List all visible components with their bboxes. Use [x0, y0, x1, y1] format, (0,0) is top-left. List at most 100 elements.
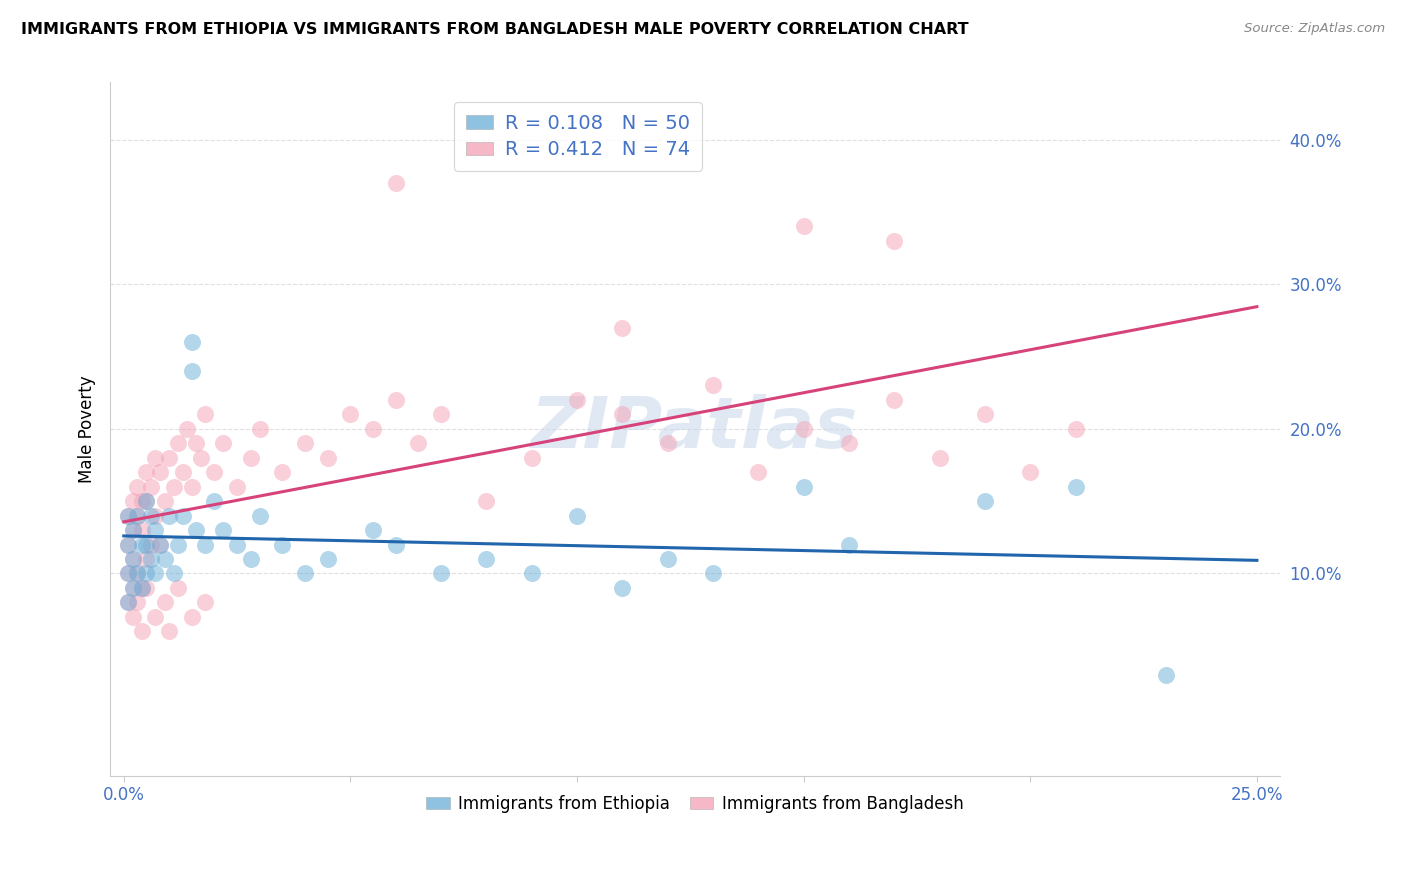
Point [135, 494, 157, 508]
Point [186, 436, 208, 450]
Point [612, 408, 634, 422]
Point [145, 450, 167, 465]
Point [190, 450, 212, 465]
Point [127, 566, 149, 581]
Point [194, 408, 217, 422]
Point [194, 537, 217, 551]
Text: Source: ZipAtlas.com: Source: ZipAtlas.com [1244, 22, 1385, 36]
Point [384, 537, 406, 551]
Point [1064, 422, 1087, 436]
Point [316, 552, 339, 566]
Point [212, 436, 235, 450]
Point [294, 436, 316, 450]
Point [793, 422, 815, 436]
Point [127, 508, 149, 523]
Point [135, 465, 157, 479]
Point [1064, 480, 1087, 494]
Point [135, 581, 157, 595]
Point [149, 465, 172, 479]
Point [145, 566, 167, 581]
Point [294, 566, 316, 581]
Point [361, 523, 384, 537]
Point [117, 595, 139, 609]
Point [475, 494, 498, 508]
Point [384, 176, 406, 190]
Point [149, 537, 172, 551]
Point [139, 480, 162, 494]
Point [131, 624, 153, 639]
Point [131, 523, 153, 537]
Point [408, 436, 430, 450]
Point [121, 609, 143, 624]
Point [974, 494, 997, 508]
Point [793, 219, 815, 234]
Point [226, 537, 249, 551]
Point [135, 566, 157, 581]
Point [153, 595, 176, 609]
Point [838, 537, 860, 551]
Point [117, 566, 139, 581]
Point [149, 537, 172, 551]
Point [384, 392, 406, 407]
Point [135, 494, 157, 508]
Point [135, 537, 157, 551]
Text: ZIPatlas: ZIPatlas [531, 394, 859, 463]
Point [145, 609, 167, 624]
Point [117, 537, 139, 551]
Y-axis label: Male Poverty: Male Poverty [79, 375, 96, 483]
Point [194, 595, 217, 609]
Point [162, 566, 184, 581]
Point [186, 523, 208, 537]
Point [172, 508, 194, 523]
Point [157, 450, 180, 465]
Point [657, 552, 679, 566]
Point [339, 408, 361, 422]
Point [180, 335, 202, 350]
Point [430, 408, 453, 422]
Point [271, 537, 294, 551]
Point [226, 480, 249, 494]
Point [131, 581, 153, 595]
Point [135, 552, 157, 566]
Point [180, 480, 202, 494]
Point [153, 494, 176, 508]
Legend: Immigrants from Ethiopia, Immigrants from Bangladesh: Immigrants from Ethiopia, Immigrants fro… [420, 789, 970, 820]
Point [145, 508, 167, 523]
Point [121, 494, 143, 508]
Point [139, 537, 162, 551]
Point [565, 508, 588, 523]
Point [176, 422, 198, 436]
Point [1019, 465, 1042, 479]
Point [838, 436, 860, 450]
Point [145, 523, 167, 537]
Point [121, 523, 143, 537]
Point [520, 450, 543, 465]
Point [131, 581, 153, 595]
Point [121, 523, 143, 537]
Point [657, 436, 679, 450]
Point [361, 422, 384, 436]
Point [167, 581, 190, 595]
Point [139, 552, 162, 566]
Point [162, 480, 184, 494]
Point [172, 465, 194, 479]
Point [612, 581, 634, 595]
Point [117, 508, 139, 523]
Point [127, 566, 149, 581]
Point [520, 566, 543, 581]
Point [702, 378, 724, 392]
Point [127, 508, 149, 523]
Point [475, 552, 498, 566]
Point [316, 450, 339, 465]
Point [747, 465, 769, 479]
Point [153, 552, 176, 566]
Point [883, 234, 905, 248]
Point [127, 480, 149, 494]
Point [157, 624, 180, 639]
Point [167, 436, 190, 450]
Point [239, 552, 262, 566]
Point [239, 450, 262, 465]
Point [167, 537, 190, 551]
Point [793, 480, 815, 494]
Point [180, 609, 202, 624]
